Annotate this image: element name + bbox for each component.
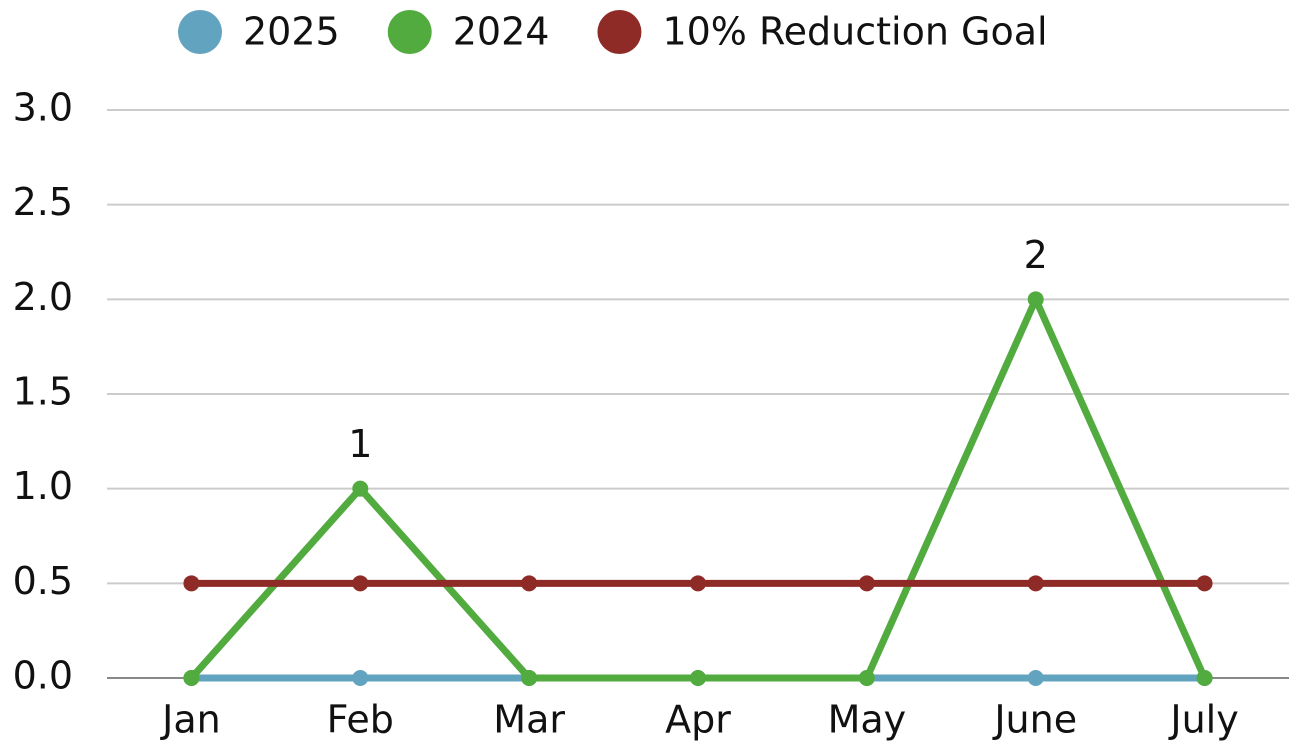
x-tick-label: July <box>1168 698 1238 742</box>
x-tick-label: Apr <box>665 698 731 742</box>
data-label: 2 <box>1024 233 1048 277</box>
data-point <box>352 670 369 686</box>
data-point <box>690 575 706 592</box>
y-tick-label: 1.5 <box>13 370 73 414</box>
y-tick-label: 3.0 <box>13 86 73 130</box>
data-point <box>1196 670 1213 686</box>
y-tick-label: 1.0 <box>13 464 73 508</box>
y-tick-label: 0.0 <box>13 654 73 698</box>
data-point <box>690 670 706 686</box>
x-tick-label: Feb <box>327 698 394 742</box>
data-point <box>521 575 538 592</box>
data-point <box>183 575 200 592</box>
data-point <box>858 670 875 686</box>
data-point <box>858 575 875 592</box>
legend-swatch <box>178 10 222 54</box>
data-point <box>1027 291 1044 308</box>
data-point <box>1027 670 1044 686</box>
legend-label: 10% Reduction Goal <box>662 10 1047 54</box>
data-point <box>352 480 369 497</box>
data-point <box>521 670 538 686</box>
legend-label: 2024 <box>453 10 550 54</box>
x-tick-label: Jan <box>160 698 221 742</box>
legend-swatch <box>387 10 432 54</box>
data-point <box>352 575 369 592</box>
y-tick-label: 0.5 <box>13 559 73 603</box>
legend-label: 2025 <box>243 10 340 54</box>
x-tick-label: Mar <box>493 698 565 742</box>
data-point <box>1027 575 1044 592</box>
x-tick-label: June <box>992 698 1077 742</box>
legend-swatch <box>597 10 642 54</box>
data-point <box>1196 575 1213 592</box>
x-tick-label: May <box>828 698 907 742</box>
data-point <box>183 670 200 686</box>
data-label: 1 <box>348 422 372 466</box>
y-tick-label: 2.0 <box>13 275 73 319</box>
y-tick-label: 2.5 <box>13 180 73 224</box>
